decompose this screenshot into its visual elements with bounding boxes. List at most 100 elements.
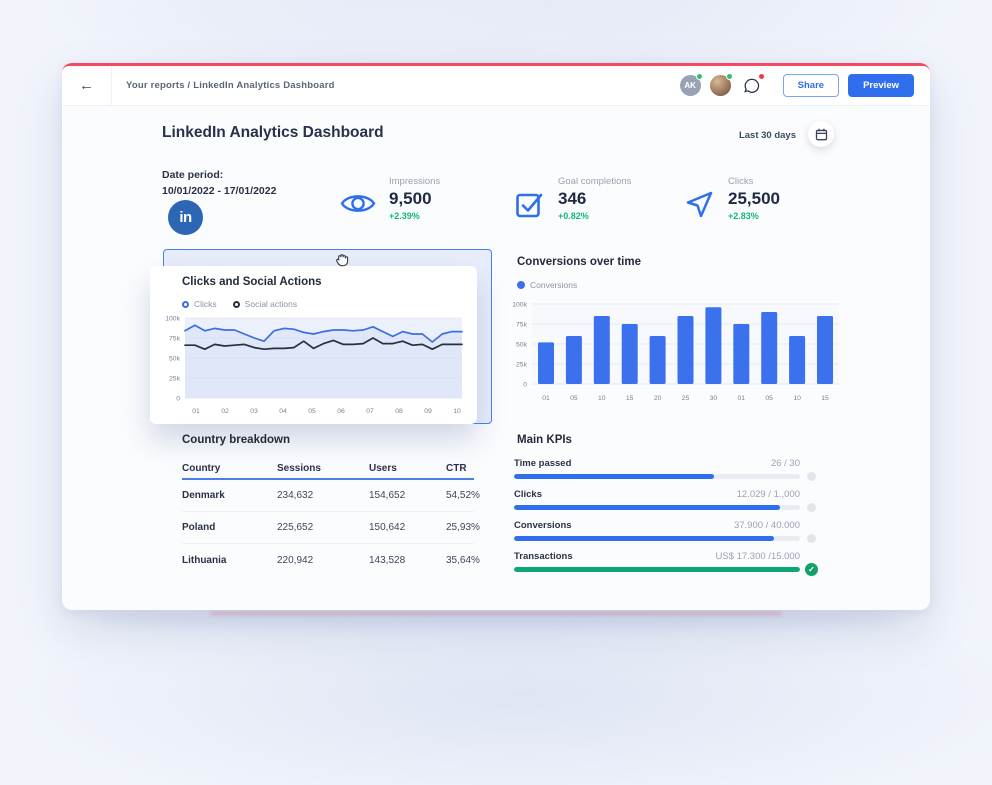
- table-cell: Lithuania: [182, 554, 227, 566]
- table-cell: Poland: [182, 522, 216, 533]
- widget-clicks-social-actions[interactable]: Clicks and Social Actions Clicks Social …: [150, 266, 477, 424]
- legend-item-conversions[interactable]: Conversions: [517, 280, 577, 290]
- svg-text:15: 15: [821, 395, 829, 402]
- online-status-dot: [695, 73, 703, 80]
- date-period: Date period: 10/01/2022 - 17/01/2022: [162, 167, 276, 199]
- back-arrow-icon: ←: [79, 77, 94, 94]
- column-header: Country: [182, 462, 221, 474]
- svg-text:09: 09: [424, 408, 432, 415]
- widget-title: Conversions over time: [517, 256, 641, 268]
- avatar-initials-label: AK: [684, 81, 696, 90]
- svg-text:50k: 50k: [516, 342, 528, 349]
- svg-text:10: 10: [793, 395, 801, 402]
- widget-title: Main KPIs: [517, 434, 572, 446]
- online-status-dot: [725, 73, 733, 80]
- date-range-selector[interactable]: Last 30 days: [738, 130, 796, 141]
- progress-track: [514, 567, 800, 572]
- svg-text:01: 01: [542, 395, 550, 402]
- svg-text:25k: 25k: [516, 362, 528, 369]
- table-row: Denmark 234,632 154,652 54,52%: [182, 480, 480, 512]
- kpi-progress-conversions: Conversions 37.900 / 40.000: [514, 520, 816, 548]
- grab-hand-cursor-icon: [336, 254, 349, 267]
- kpi-label: Impressions: [389, 176, 441, 187]
- svg-text:07: 07: [366, 408, 374, 415]
- legend-label: Conversions: [530, 280, 578, 290]
- calendar-button[interactable]: [808, 121, 834, 147]
- legend-marker: [517, 281, 525, 289]
- svg-text:02: 02: [221, 408, 229, 415]
- table-cell: 35,64%: [446, 554, 480, 566]
- svg-text:20: 20: [654, 395, 662, 402]
- progress-label: Transactions: [514, 551, 573, 562]
- progress-track: [514, 505, 800, 510]
- svg-text:0: 0: [176, 396, 180, 403]
- chart-legend: Conversions: [517, 280, 577, 290]
- avatar-photo[interactable]: [709, 73, 733, 96]
- calendar-icon: [815, 128, 827, 140]
- progress-end-dot: [807, 534, 816, 543]
- progress-fill: [514, 567, 800, 572]
- table-cell: 150,642: [369, 522, 406, 533]
- breadcrumb[interactable]: Your reports / LinkedIn Analytics Dashbo…: [126, 80, 335, 91]
- kpi-goal-completions: Goal completions 346 +0.82%: [515, 176, 631, 221]
- legend-marker: [232, 300, 240, 308]
- date-period-label: Date period:: [162, 169, 224, 181]
- kpi-impressions: Impressions 9,500 +2.39%: [340, 176, 440, 221]
- avatar-initials[interactable]: AK: [679, 73, 703, 96]
- date-period-value: 10/01/2022 - 17/01/2022: [162, 185, 277, 197]
- preview-button[interactable]: Preview: [848, 74, 914, 97]
- column-header: Sessions: [277, 462, 321, 474]
- table-row: Lithuania 220,942 143,528 35,64%: [182, 544, 480, 576]
- svg-text:04: 04: [279, 408, 287, 415]
- legend-item-social-actions[interactable]: Social actions: [232, 299, 297, 309]
- top-bar: ← Your reports / LinkedIn Analytics Dash…: [62, 65, 930, 106]
- svg-text:100k: 100k: [165, 316, 180, 323]
- report-window: ← Your reports / LinkedIn Analytics Dash…: [62, 63, 930, 610]
- share-button[interactable]: Share: [782, 74, 840, 97]
- svg-text:08: 08: [395, 408, 403, 415]
- svg-text:05: 05: [765, 395, 773, 402]
- progress-value: 37.900 / 40.000: [733, 520, 800, 531]
- progress-label: Clicks: [514, 489, 542, 500]
- svg-text:15: 15: [626, 395, 634, 402]
- speech-bubble-icon: [743, 78, 759, 93]
- progress-fill: [514, 474, 715, 479]
- svg-text:10: 10: [453, 408, 461, 415]
- kpi-delta: +2.39%: [389, 211, 420, 221]
- topbar-actions: AK Share Preview: [679, 72, 930, 98]
- progress-value: 26 / 30: [770, 458, 800, 469]
- progress-end-dot: [807, 503, 816, 512]
- card-shadow-red-line: [210, 612, 782, 615]
- svg-text:05: 05: [308, 408, 316, 415]
- progress-fill: [514, 536, 775, 541]
- svg-text:05: 05: [570, 395, 578, 402]
- kpi-progress-time-passed: Time passed 26 / 30: [514, 458, 816, 486]
- check-square-icon: [516, 193, 543, 218]
- notification-dot: [757, 72, 765, 80]
- kpi-value: 25,500: [728, 189, 780, 208]
- progress-value: US$ 17.300 /15.000: [715, 551, 800, 562]
- progress-end-dot: [807, 472, 816, 481]
- progress-track: [514, 474, 800, 479]
- table-cell: 220,942: [277, 554, 314, 566]
- kpi-progress-transactions: Transactions US$ 17.300 /15.000 ✓: [514, 551, 818, 579]
- svg-text:100k: 100k: [512, 302, 527, 309]
- page-title: LinkedIn Analytics Dashboard: [162, 124, 384, 141]
- chat-icon[interactable]: [740, 72, 765, 98]
- svg-text:50k: 50k: [169, 356, 181, 363]
- widget-title: Country breakdown: [182, 434, 290, 446]
- svg-text:30: 30: [710, 395, 718, 402]
- table-cell: 234,632: [277, 490, 314, 501]
- widget-title: Clicks and Social Actions: [182, 276, 322, 288]
- svg-text:75k: 75k: [169, 336, 181, 343]
- back-button[interactable]: ←: [62, 65, 112, 106]
- legend-item-clicks[interactable]: Clicks: [182, 299, 217, 309]
- table-cell: Denmark: [182, 490, 225, 501]
- table-cell: 25,93%: [446, 522, 480, 533]
- progress-fill: [514, 505, 780, 510]
- table-header-row: Country Sessions Users CTR: [182, 458, 474, 480]
- svg-text:06: 06: [337, 408, 345, 415]
- kpi-delta: +0.82%: [558, 211, 589, 221]
- svg-text:25k: 25k: [169, 376, 181, 383]
- svg-text:75k: 75k: [516, 322, 528, 329]
